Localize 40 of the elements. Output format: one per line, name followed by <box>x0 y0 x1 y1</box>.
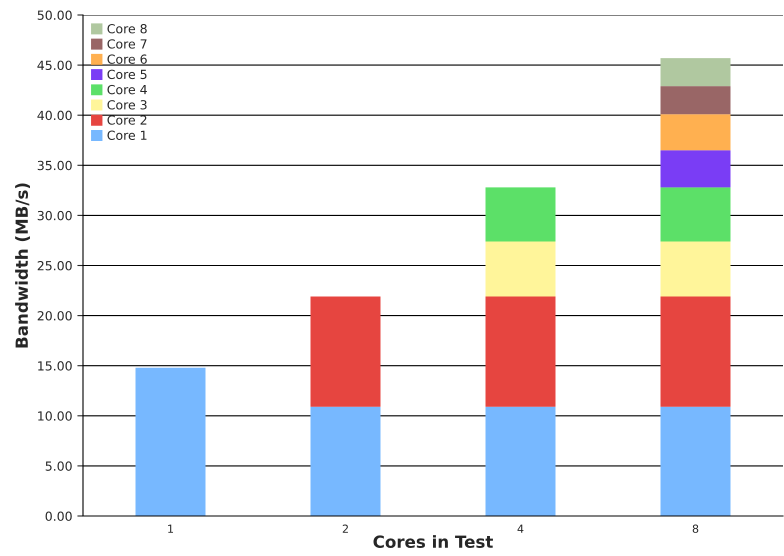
y-tick-label: 0.00 <box>46 511 72 521</box>
bar <box>486 187 556 242</box>
y-tick-label: 40.00 <box>37 110 72 120</box>
x-tick-label: 8 <box>692 524 698 533</box>
bar <box>660 86 730 114</box>
y-tick-label: 20.00 <box>38 311 72 321</box>
legend-label: Core 8 <box>107 24 147 34</box>
x-tick-label: 2 <box>342 524 348 533</box>
bar <box>486 406 556 516</box>
y-tick-label: 5.00 <box>46 461 72 471</box>
bar <box>660 296 730 407</box>
legend-label: Core 4 <box>107 84 147 94</box>
bar <box>660 150 730 188</box>
y-tick-label: 10.00 <box>38 411 72 421</box>
legend-label: Core 3 <box>107 100 147 110</box>
bar <box>310 406 380 516</box>
y-tick-label: 30.00 <box>38 210 72 220</box>
y-axis-title: Bandwidth (MB/s) <box>15 183 30 348</box>
bar <box>486 241 556 297</box>
y-tick-label: 25.00 <box>38 260 72 270</box>
bar <box>660 58 730 86</box>
y-tick-label: 35.00 <box>38 160 72 170</box>
bar <box>136 368 206 516</box>
legend-label: Core 5 <box>107 70 147 80</box>
bar <box>660 241 730 297</box>
bar <box>310 296 380 407</box>
x-tick-label: 1 <box>168 524 174 533</box>
y-tick-label: 50.00 <box>38 10 72 20</box>
y-tick-label: 15.00 <box>38 361 72 371</box>
legend-label: Core 6 <box>107 54 147 64</box>
bar <box>660 187 730 242</box>
legend-label: Core 7 <box>107 39 147 49</box>
y-tick-label: 45.00 <box>37 60 72 70</box>
x-tick-label: 4 <box>518 524 524 533</box>
legend-label: Core 2 <box>107 115 146 125</box>
bar <box>660 406 730 516</box>
bar <box>660 114 730 150</box>
legend-label: Core 1 <box>107 130 146 140</box>
x-axis-title: Cores in Test <box>374 535 493 548</box>
bar <box>486 296 556 407</box>
